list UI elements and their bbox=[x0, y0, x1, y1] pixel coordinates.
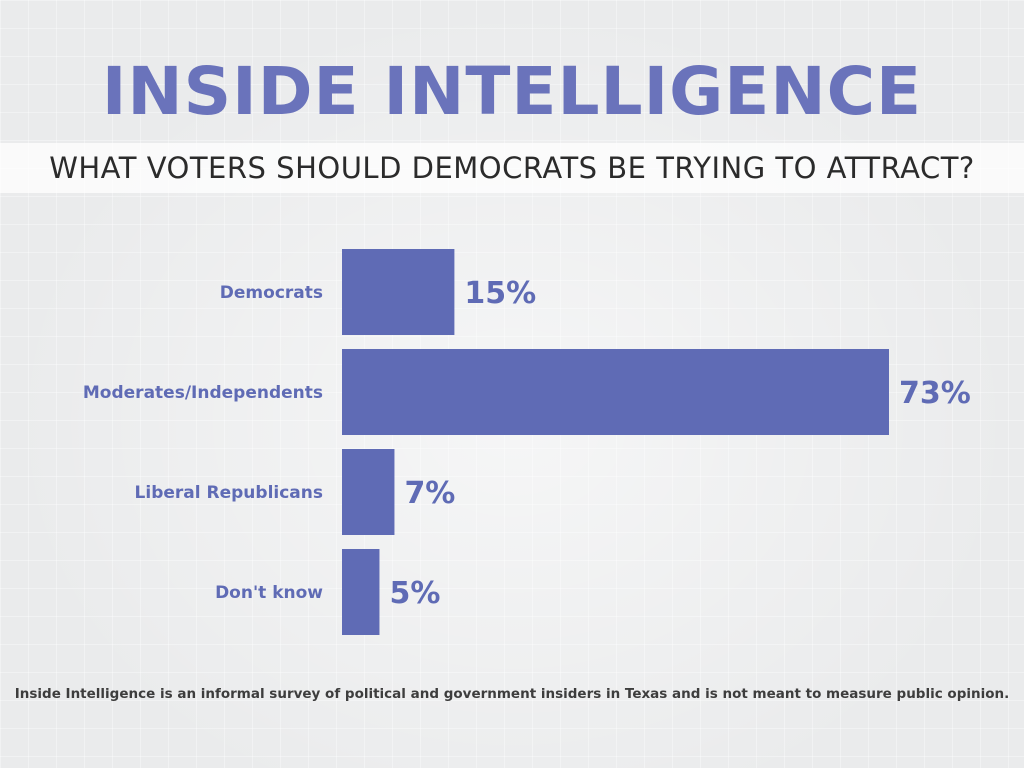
bar-moderates-independents bbox=[342, 349, 889, 435]
subtitle-band bbox=[0, 143, 1024, 193]
category-label: Liberal Republicans bbox=[135, 483, 323, 503]
value-label: 7% bbox=[404, 476, 455, 511]
category-label: Don't know bbox=[215, 583, 323, 603]
bar-democrats bbox=[342, 249, 455, 335]
chart-subtitle: WHAT VOTERS SHOULD DEMOCRATS BE TRYING T… bbox=[49, 151, 975, 185]
value-label: 5% bbox=[389, 576, 440, 611]
bar-don-t-know bbox=[342, 549, 380, 635]
value-label: 15% bbox=[464, 276, 536, 311]
bar-liberal-republicans bbox=[342, 449, 395, 535]
footnote: Inside Intelligence is an informal surve… bbox=[14, 686, 1010, 702]
value-label: 73% bbox=[899, 376, 971, 411]
category-label: Moderates/Independents bbox=[83, 383, 323, 403]
category-label: Democrats bbox=[220, 283, 323, 303]
page-title: INSIDE INTELLIGENCE bbox=[101, 53, 923, 130]
